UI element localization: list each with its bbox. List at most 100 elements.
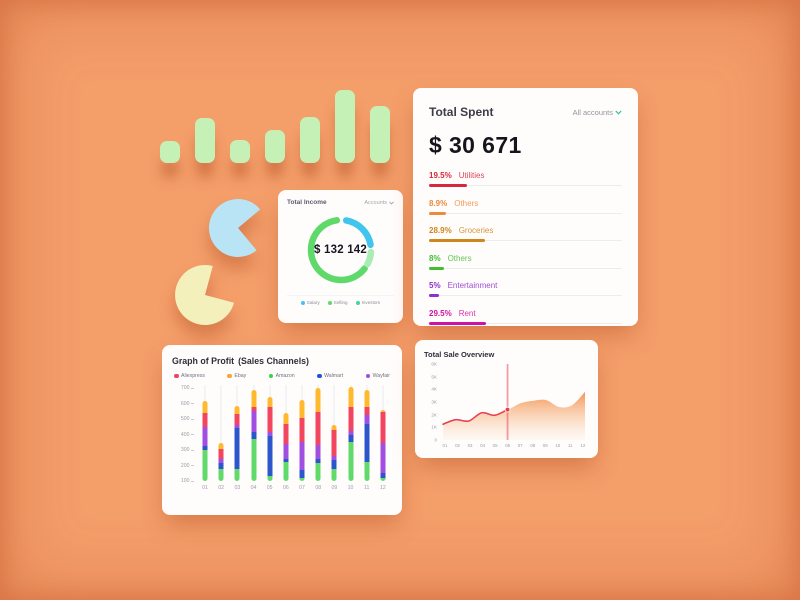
legend-dot <box>174 373 179 379</box>
y-tick-label: 3K <box>431 399 437 405</box>
y-tick-label: 600 <box>181 401 194 407</box>
spending-category-row: 8% Others <box>429 254 622 270</box>
spending-category-labels: 19.5% Utilities <box>429 171 622 180</box>
bar-column <box>327 385 341 481</box>
legend-label: Investors <box>361 300 381 305</box>
bar-segment-wayfair <box>380 443 386 473</box>
bar-segment-amazon <box>234 469 240 481</box>
bar-segment-wayfair <box>251 410 257 432</box>
decorative-bar <box>300 117 320 163</box>
decorative-pie-blue-icon <box>208 198 261 257</box>
bar-segment-ebay <box>315 388 321 413</box>
x-tick-label: 06 <box>282 485 289 491</box>
bar-segment-ebay <box>348 387 354 408</box>
x-tick-label: 11 <box>364 485 370 491</box>
sales-x-axis: 01 02 03 04 05 06 07 08 09 10 11 12 <box>439 443 589 448</box>
gridline <box>220 385 222 481</box>
spending-category-pct: 8% <box>429 253 441 263</box>
spending-category-list: 19.5% Utilities 8.9% Others 28.9% Groceries 8%… <box>429 171 622 325</box>
bar-segment-aliexpress <box>202 412 208 427</box>
spending-category-pct: 5% <box>429 281 441 290</box>
spending-progress-track <box>429 184 622 187</box>
bar-segment-ebay <box>283 412 289 424</box>
decorative-bar <box>370 106 390 163</box>
spent-total-amount: $ 30 671 <box>429 132 522 158</box>
profit-plot-area <box>198 385 390 481</box>
spending-progress-fill <box>429 239 485 242</box>
legend-item-amazon: Amazon <box>268 373 295 379</box>
x-tick-label: 08 <box>315 485 322 491</box>
x-tick-label: 07 <box>299 485 305 491</box>
spending-category-pct: 29.5% <box>429 308 452 318</box>
legend-label: Selling <box>333 300 348 305</box>
spending-progress-track <box>429 266 622 270</box>
bar-segment-walmart <box>331 460 337 470</box>
bar-segment-wayfair <box>364 415 370 424</box>
trend-line <box>442 408 509 425</box>
legend-label: Aliexpress <box>181 373 205 379</box>
stacked-bar <box>267 396 273 481</box>
bar-segment-walmart <box>251 431 257 440</box>
income-card: Total Income Accounts $ 132 142 Salary Se… <box>278 190 403 323</box>
x-tick-label: 09 <box>331 485 338 491</box>
spent-accounts-dropdown[interactable]: All accounts <box>573 108 622 117</box>
bar-column <box>247 385 261 481</box>
spending-category-row: 8.9% Others <box>429 199 622 215</box>
spending-category-name: Others <box>454 198 479 208</box>
spending-progress-track <box>429 239 622 242</box>
legend-item-selling: Selling <box>327 300 348 305</box>
x-tick-label: 04 <box>480 443 486 448</box>
x-tick-label: 03 <box>234 485 241 491</box>
bar-segment-ebay <box>267 396 273 408</box>
bar-segment-ebay <box>331 425 337 430</box>
y-tick-label: 300 <box>181 447 194 453</box>
bar-segment-wayfair <box>315 445 321 459</box>
legend-dot <box>355 300 360 305</box>
bar-segment-walmart <box>234 428 240 470</box>
area-fill <box>443 391 585 440</box>
sales-card-title: Total Sale Overview <box>424 350 495 359</box>
spending-category-row: 28.9% Groceries <box>429 226 622 242</box>
y-tick-label: 500 <box>181 416 194 422</box>
bar-segment-aliexpress <box>380 412 386 444</box>
profit-legend: Aliexpress Ebay Amazon Walmart Wayfair <box>174 373 390 379</box>
spent-accounts-dropdown-label: All accounts <box>572 107 613 117</box>
x-tick-label: 07 <box>517 443 523 448</box>
sales-card: Total Sale Overview 0 1K 2K 3K 4K 5K 6K 01 02 03… <box>415 340 598 458</box>
bar-segment-wayfair <box>267 432 273 437</box>
legend-dot <box>365 373 371 379</box>
x-tick-label: 10 <box>555 443 561 448</box>
stacked-bar <box>202 401 208 481</box>
spent-card: Total Spent All accounts $ 30 671 19.5% U… <box>413 88 638 326</box>
y-tick-label: 700 <box>181 385 194 391</box>
spending-category-labels: 29.5% Rent <box>429 309 622 318</box>
legend-item-walmart: Walmart <box>317 373 343 379</box>
y-tick-label: 200 <box>181 463 194 469</box>
income-accounts-dropdown[interactable]: Accounts <box>364 200 394 206</box>
spending-progress-track <box>429 321 622 325</box>
spending-category-pct: 8.9% <box>429 198 448 208</box>
bar-segment-wayfair <box>283 443 289 459</box>
bar-segment-aliexpress <box>251 406 257 411</box>
x-tick-label: 12 <box>380 485 386 491</box>
bar-segment-wayfair <box>331 456 337 461</box>
stacked-bar <box>315 388 321 481</box>
bar-column <box>263 385 277 481</box>
bar-segment-aliexpress <box>267 407 273 433</box>
bar-segment-amazon <box>267 475 273 481</box>
bar-segment-walmart <box>348 435 354 443</box>
stacked-bar <box>251 390 257 481</box>
x-tick-label: 09 <box>542 443 548 448</box>
income-total-amount: $ 132 142 <box>314 244 367 256</box>
spending-progress-fill <box>429 266 445 270</box>
donut-segment-salary <box>342 217 374 249</box>
bar-segment-ebay <box>364 389 370 407</box>
bar-segment-wayfair <box>348 431 354 436</box>
profit-subtitle-text: (Sales Channels) <box>238 356 309 366</box>
x-tick-label: 06 <box>505 443 511 448</box>
legend-dot <box>300 300 305 305</box>
bar-segment-ebay <box>202 401 208 413</box>
bar-segment-amazon <box>315 463 321 481</box>
spending-category-labels: 5% Entertainment <box>429 281 622 290</box>
bar-column <box>279 385 293 481</box>
